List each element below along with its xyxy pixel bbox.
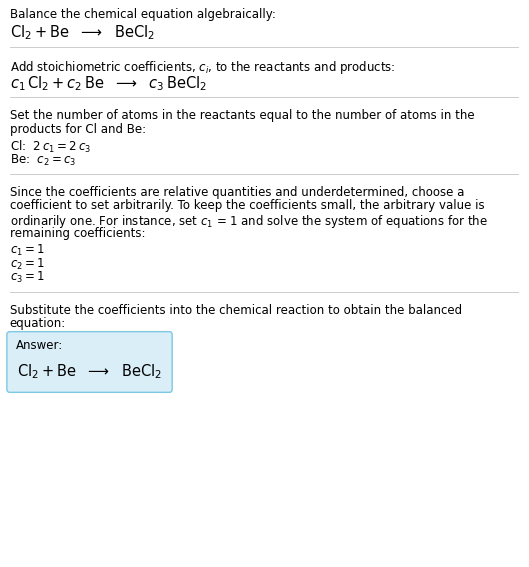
Text: Be:  $c_2 = c_3$: Be: $c_2 = c_3$: [10, 153, 76, 168]
Text: products for Cl and Be:: products for Cl and Be:: [10, 122, 145, 136]
Text: Cl:  $2\,c_1 = 2\,c_3$: Cl: $2\,c_1 = 2\,c_3$: [10, 139, 90, 155]
Text: $c_1 = 1$: $c_1 = 1$: [10, 243, 44, 258]
Text: ordinarily one. For instance, set $c_1$ = 1 and solve the system of equations fo: ordinarily one. For instance, set $c_1$ …: [10, 213, 487, 230]
Text: $c_1\,\mathrm{Cl}_2 + c_2\,\mathrm{Be}\ \ \longrightarrow\ \ c_3\,\mathrm{BeCl}_: $c_1\,\mathrm{Cl}_2 + c_2\,\mathrm{Be}\ …: [10, 74, 206, 92]
Text: $c_2 = 1$: $c_2 = 1$: [10, 256, 44, 272]
Text: coefficient to set arbitrarily. To keep the coefficients small, the arbitrary va: coefficient to set arbitrarily. To keep …: [10, 200, 484, 213]
Text: Balance the chemical equation algebraically:: Balance the chemical equation algebraica…: [10, 8, 276, 21]
FancyBboxPatch shape: [7, 332, 172, 392]
Text: Substitute the coefficients into the chemical reaction to obtain the balanced: Substitute the coefficients into the che…: [10, 303, 462, 316]
Text: Set the number of atoms in the reactants equal to the number of atoms in the: Set the number of atoms in the reactants…: [10, 109, 474, 122]
Text: equation:: equation:: [10, 317, 66, 330]
Text: Since the coefficients are relative quantities and underdetermined, choose a: Since the coefficients are relative quan…: [10, 186, 464, 199]
Text: $c_3 = 1$: $c_3 = 1$: [10, 270, 44, 285]
Text: Answer:: Answer:: [16, 339, 63, 352]
Text: $\mathrm{Cl}_2 + \mathrm{Be}\ \ \longrightarrow\ \ \mathrm{BeCl}_2$: $\mathrm{Cl}_2 + \mathrm{Be}\ \ \longrig…: [17, 362, 162, 381]
Text: remaining coefficients:: remaining coefficients:: [10, 226, 145, 239]
Text: Add stoichiometric coefficients, $c_i$, to the reactants and products:: Add stoichiometric coefficients, $c_i$, …: [10, 58, 395, 75]
Text: $\mathrm{Cl}_2 + \mathrm{Be}\ \ \longrightarrow\ \ \mathrm{BeCl}_2$: $\mathrm{Cl}_2 + \mathrm{Be}\ \ \longrig…: [10, 23, 154, 42]
